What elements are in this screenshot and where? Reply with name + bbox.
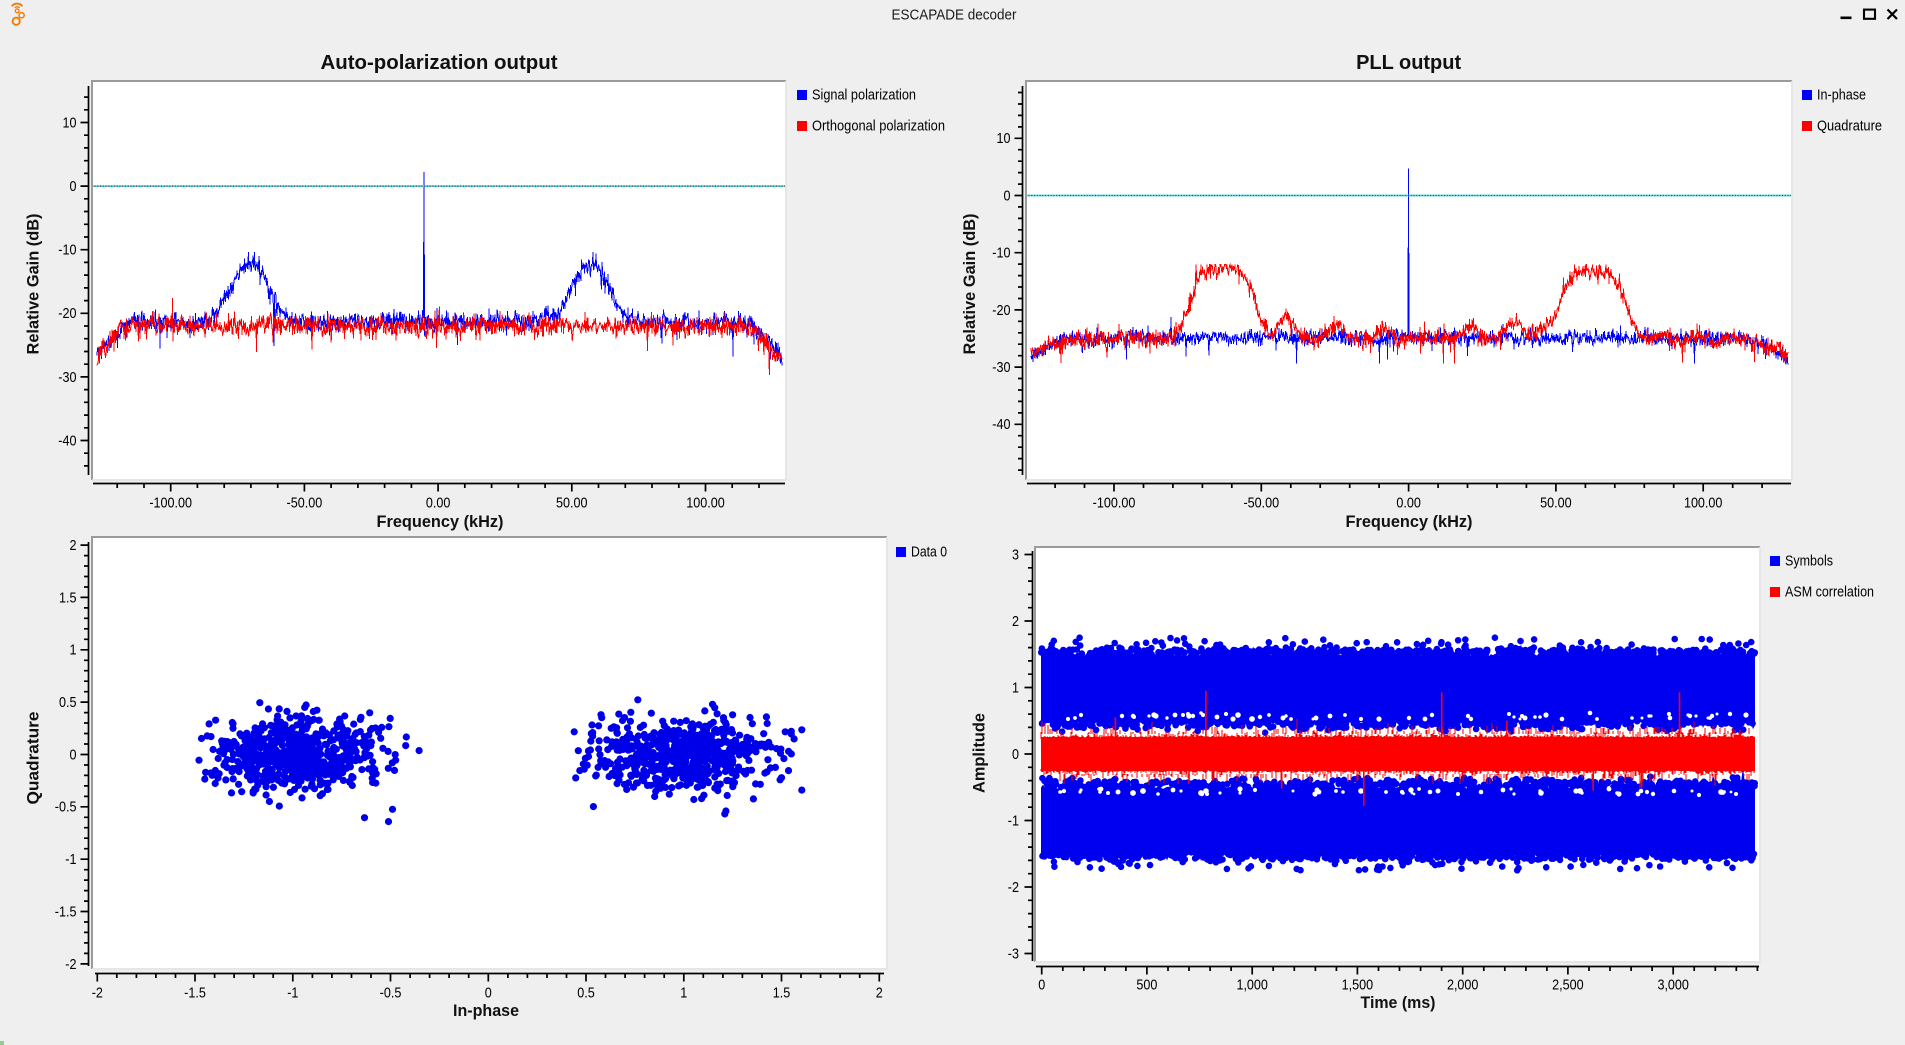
svg-text:2: 2	[1012, 613, 1019, 630]
svg-text:1: 1	[1012, 679, 1019, 696]
svg-text:0.00: 0.00	[1396, 495, 1421, 512]
svg-text:-0.5: -0.5	[380, 985, 402, 1002]
svg-text:Frequency (kHz): Frequency (kHz)	[1346, 512, 1473, 531]
svg-text:0: 0	[1004, 187, 1011, 204]
svg-text:100.00: 100.00	[1684, 495, 1723, 512]
svg-text:0: 0	[70, 178, 77, 195]
svg-text:-20: -20	[58, 305, 76, 322]
svg-text:-2: -2	[1008, 879, 1019, 896]
svg-text:-1.5: -1.5	[184, 985, 206, 1002]
svg-text:-40: -40	[58, 432, 76, 449]
svg-text:0: 0	[70, 746, 77, 763]
svg-text:-20: -20	[992, 302, 1010, 319]
svg-text:In-phase: In-phase	[453, 1001, 519, 1020]
svg-text:100.00: 100.00	[686, 495, 725, 512]
svg-text:1.5: 1.5	[59, 589, 77, 606]
svg-text:2,000: 2,000	[1447, 977, 1479, 994]
svg-text:Frequency (kHz): Frequency (kHz)	[377, 512, 504, 531]
svg-text:1: 1	[680, 985, 687, 1002]
svg-text:50.00: 50.00	[1540, 495, 1572, 512]
svg-text:-1: -1	[65, 851, 76, 868]
svg-text:0: 0	[1012, 746, 1019, 763]
svg-text:Time (ms): Time (ms)	[1361, 993, 1436, 1012]
svg-text:Symbols: Symbols	[1785, 553, 1833, 570]
svg-text:-30: -30	[992, 359, 1010, 376]
svg-text:0.00: 0.00	[426, 495, 451, 512]
svg-text:-50.00: -50.00	[1243, 495, 1279, 512]
svg-text:ASM correlation: ASM correlation	[1785, 584, 1874, 601]
svg-text:-40: -40	[992, 416, 1010, 433]
svg-text:PLL output: PLL output	[1356, 52, 1461, 74]
svg-text:Auto-polarization output: Auto-polarization output	[321, 52, 558, 74]
svg-text:3: 3	[1012, 546, 1019, 563]
svg-text:Quadrature: Quadrature	[24, 712, 43, 805]
svg-text:500: 500	[1136, 977, 1157, 994]
svg-text:-30: -30	[58, 369, 76, 386]
svg-text:0: 0	[485, 985, 492, 1002]
svg-text:-1.5: -1.5	[55, 903, 77, 920]
svg-text:-100.00: -100.00	[149, 495, 192, 512]
svg-text:2: 2	[876, 985, 883, 1002]
svg-text:-50.00: -50.00	[287, 495, 323, 512]
svg-text:1: 1	[70, 642, 77, 659]
svg-text:Quadrature: Quadrature	[1817, 118, 1882, 135]
svg-text:-2: -2	[92, 985, 103, 1002]
svg-text:In-phase: In-phase	[1817, 87, 1866, 104]
svg-text:-3: -3	[1008, 945, 1019, 962]
svg-text:-100.00: -100.00	[1093, 495, 1136, 512]
svg-text:-2: -2	[65, 956, 76, 973]
svg-text:0: 0	[1038, 977, 1045, 994]
svg-text:0.5: 0.5	[577, 985, 595, 1002]
svg-text:1,500: 1,500	[1342, 977, 1374, 994]
svg-text:1.5: 1.5	[773, 985, 791, 1002]
svg-text:-1: -1	[1008, 812, 1019, 829]
svg-text:ESCAPADE decoder: ESCAPADE decoder	[892, 7, 1017, 24]
svg-text:Signal polarization: Signal polarization	[812, 87, 916, 104]
svg-text:3,000: 3,000	[1657, 977, 1689, 994]
svg-text:-10: -10	[58, 242, 76, 259]
svg-text:2,500: 2,500	[1552, 977, 1584, 994]
svg-text:0.5: 0.5	[59, 694, 77, 711]
svg-text:Data 0: Data 0	[911, 544, 947, 561]
svg-text:Relative Gain (dB): Relative Gain (dB)	[24, 214, 43, 355]
svg-text:-0.5: -0.5	[55, 799, 77, 816]
svg-text:1,000: 1,000	[1236, 977, 1268, 994]
svg-text:2: 2	[70, 537, 77, 554]
svg-text:Orthogonal polarization: Orthogonal polarization	[812, 118, 945, 135]
svg-text:50.00: 50.00	[556, 495, 588, 512]
svg-text:10: 10	[997, 130, 1011, 147]
svg-text:Amplitude: Amplitude	[970, 713, 989, 793]
svg-text:-1: -1	[287, 985, 298, 1002]
svg-text:10: 10	[63, 114, 77, 131]
svg-text:-10: -10	[992, 245, 1010, 262]
svg-text:Relative Gain (dB): Relative Gain (dB)	[960, 214, 979, 355]
